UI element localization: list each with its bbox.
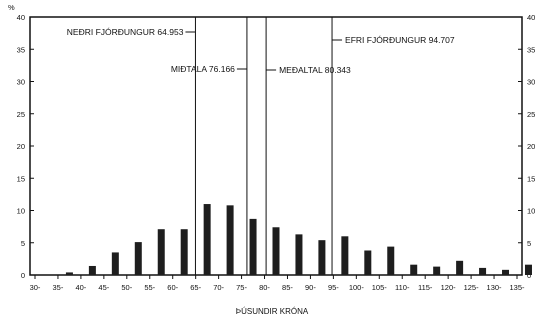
x-tick-label: 60- — [167, 283, 178, 292]
x-tick-label: 85- — [282, 283, 293, 292]
x-tick-label: 30- — [30, 283, 41, 292]
x-tick-label: 40- — [75, 283, 86, 292]
bar — [341, 236, 349, 275]
y-tick-label-right: 40 — [527, 13, 535, 22]
y-tick-label-left: 40 — [17, 13, 25, 22]
x-tick-label: 115- — [418, 283, 433, 292]
annotation-label: MEÐALTAL 80.343 — [279, 65, 351, 75]
bar — [157, 229, 165, 275]
x-tick-label: 110- — [395, 283, 410, 292]
y-tick-label-right: 35 — [527, 45, 535, 54]
bar — [111, 252, 119, 275]
bar — [295, 234, 303, 275]
y-tick-label-right: 30 — [527, 78, 535, 87]
annotation-label: EFRI FJÓRÐUNGUR 94.707 — [345, 35, 455, 45]
x-tick-label: 35- — [53, 283, 64, 292]
x-tick-label: 55- — [144, 283, 155, 292]
x-axis-title: ÞÚSUNDIR KRÓNA — [236, 307, 309, 316]
y-tick-label-right: 25 — [527, 110, 535, 119]
x-tick-label: 120- — [441, 283, 457, 292]
y-tick-label-right: 15 — [527, 174, 535, 183]
bar — [65, 272, 73, 275]
y-tick-label-left: 0 — [21, 271, 25, 280]
bar — [203, 204, 211, 275]
y-tick-label-left: 20 — [17, 142, 25, 151]
y-tick-label-left: 35 — [17, 45, 25, 54]
bar — [134, 242, 142, 275]
y-tick-label-right: 20 — [527, 142, 535, 151]
bar — [410, 264, 418, 275]
y-tick-label-right: 10 — [527, 207, 535, 216]
x-ticks: 30- 35- 40- 45- 50- 55- 60- 65- 70- 75- 80- 85- 90- 9… — [30, 275, 525, 292]
bars — [65, 204, 532, 275]
y-tick-label-right: 0 — [527, 271, 531, 280]
annotation-label: MIÐTALA 76.166 — [171, 64, 235, 74]
bar — [226, 205, 234, 275]
y-tick-label-left: 15 — [17, 174, 25, 183]
bar — [479, 267, 487, 275]
bar — [180, 229, 188, 275]
x-tick-label: 125- — [464, 283, 480, 292]
x-tick-label: 90- — [305, 283, 316, 292]
y-tick-label-left: 30 — [17, 78, 25, 87]
bar — [524, 264, 532, 275]
annotation-label: NEÐRI FJÓRÐUNGUR 64.953 — [67, 27, 184, 37]
x-tick-label: 65- — [190, 283, 201, 292]
x-tick-label: 45- — [98, 283, 109, 292]
bar — [387, 246, 395, 275]
bar — [502, 269, 510, 275]
x-tick-label: 105- — [372, 283, 388, 292]
reference-lines: NEÐRI FJÓRÐUNGUR 64.953 MIÐTALA 76.166 MEÐ… — [67, 17, 455, 275]
x-tick-label: 50- — [121, 283, 132, 292]
y-tick-label-left: 5 — [21, 239, 25, 248]
y-tick-label-left: 25 — [17, 110, 25, 119]
x-tick-label: 100- — [349, 283, 365, 292]
x-tick-label: 70- — [213, 283, 224, 292]
bar — [88, 265, 96, 275]
x-tick-label: 95- — [328, 283, 339, 292]
y-tick-label-right: 5 — [527, 239, 531, 248]
x-tick-label: 130- — [487, 283, 503, 292]
y-ticks-left: 0 5 10 15 20 25 30 35 40 — [17, 13, 34, 280]
bar — [249, 218, 257, 275]
x-tick-label: 135- — [509, 283, 525, 292]
bar — [272, 227, 280, 275]
y-tick-label-left: 10 — [17, 207, 25, 216]
y-ticks-right: 0 5 10 15 20 25 30 35 40 — [518, 13, 535, 280]
x-tick-label: 75- — [236, 283, 247, 292]
bar — [318, 240, 326, 275]
x-tick-label: 80- — [259, 283, 270, 292]
bar — [364, 250, 372, 275]
y-axis-label: % — [8, 3, 15, 12]
bar — [433, 266, 441, 275]
bar — [456, 260, 464, 275]
